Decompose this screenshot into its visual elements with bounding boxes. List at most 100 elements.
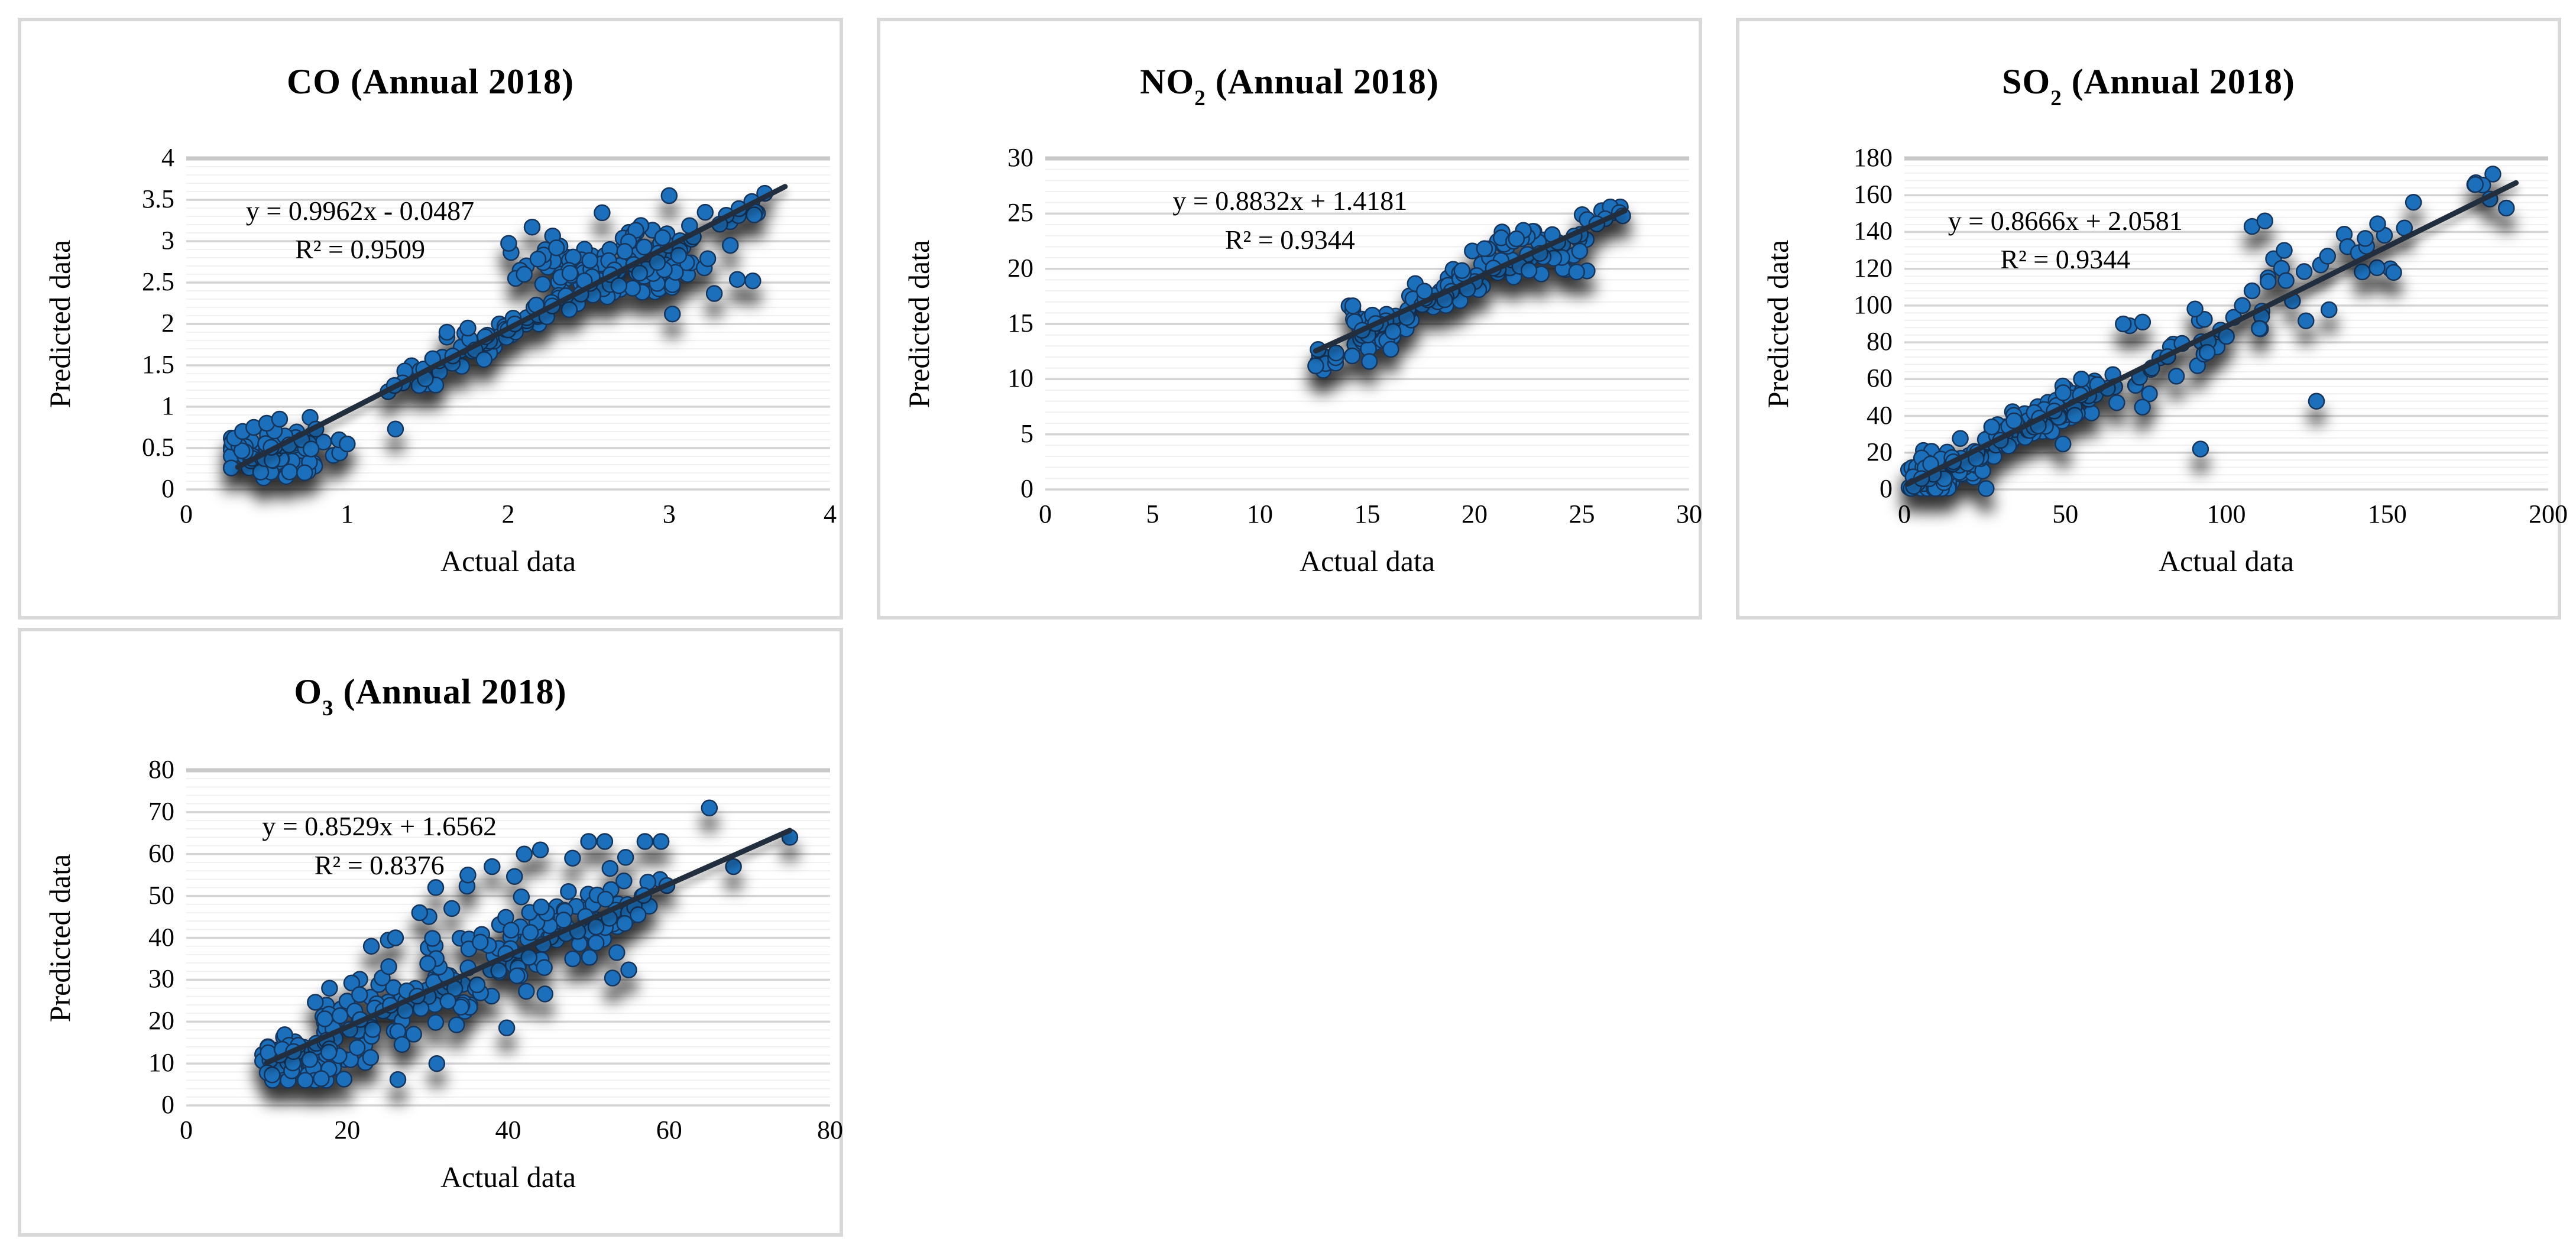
y-tick-label: 120	[1854, 253, 1893, 283]
y-tick-label: 0	[161, 474, 174, 503]
x-tick-label: 20	[1462, 500, 1488, 528]
y-tick-label: 140	[1854, 216, 1893, 246]
y-tick-label: 1.5	[142, 350, 174, 379]
y-tick-label: 30	[1007, 143, 1033, 172]
data-point	[518, 982, 535, 1000]
chart-title-subscript: 2	[2050, 86, 2062, 111]
data-point	[2357, 230, 2374, 247]
y-tick-label: 40	[1867, 400, 1893, 430]
y-axis-label: Predicted data	[1761, 239, 1794, 408]
data-point	[428, 1055, 446, 1072]
trendline-equation: y = 0.9962x - 0.0487 R² = 0.9509	[246, 192, 474, 269]
data-point	[468, 976, 486, 994]
x-tick-label: 10	[1247, 500, 1273, 528]
data-point	[705, 285, 723, 302]
data-point	[564, 849, 581, 867]
data-point	[321, 980, 338, 997]
data-point	[2198, 343, 2216, 361]
data-point	[351, 986, 368, 1003]
y-tick-label: 100	[1854, 290, 1893, 319]
data-point	[443, 900, 461, 917]
y-tick-label: 25	[1007, 198, 1033, 228]
x-tick-label: 20	[334, 1115, 361, 1144]
data-point	[624, 280, 641, 297]
x-tick-label: 60	[656, 1115, 682, 1144]
data-point	[2277, 272, 2295, 289]
data-point	[1360, 353, 1378, 370]
data-point	[362, 938, 380, 955]
chart-panel-o3: O3 (Annual 2018) Predicted data 0 10 20 30 40 5…	[18, 628, 843, 1237]
y-tick-label: 2.5	[142, 267, 174, 296]
data-point	[393, 1036, 411, 1053]
x-tick-label: 0	[180, 1115, 193, 1144]
data-point	[2108, 394, 2125, 411]
chart-title-suffix: (Annual 2018)	[2062, 62, 2295, 101]
chart-title-no2: NO2 (Annual 2018)	[880, 61, 1699, 111]
y-axis-label: Predicted data	[43, 854, 76, 1022]
y-tick-label: 2	[161, 309, 174, 338]
chart-title-text: NO	[1140, 62, 1195, 101]
data-point	[597, 890, 614, 908]
trendline-equation: y = 0.8666x + 2.0581 R² = 0.9344	[1948, 202, 2183, 279]
chart-title-o3: O3 (Annual 2018)	[21, 672, 840, 721]
data-point	[419, 955, 436, 972]
trendline	[1904, 180, 2519, 487]
x-tick-label: 3	[662, 500, 676, 528]
data-point	[534, 275, 552, 293]
data-point	[696, 203, 714, 221]
y-tick-label: 50	[148, 880, 174, 910]
data-point	[490, 962, 507, 980]
data-point	[2260, 273, 2277, 290]
data-point	[2295, 263, 2313, 280]
data-point	[529, 250, 547, 268]
data-point	[2141, 385, 2158, 403]
data-point	[331, 1007, 349, 1024]
data-point	[2251, 320, 2268, 337]
data-point	[1343, 347, 1361, 365]
data-point	[263, 1066, 281, 1084]
y-tick-label: 20	[148, 1006, 174, 1036]
equation-text: y = 0.9962x - 0.0487	[245, 196, 475, 226]
data-point	[560, 301, 578, 319]
data-point	[448, 1016, 465, 1033]
y-tick-label: 1	[161, 391, 174, 420]
data-point	[2385, 264, 2402, 281]
data-point	[670, 247, 688, 264]
data-point	[2192, 440, 2209, 458]
chart-title-suffix: (Annual 2018)	[1206, 62, 1439, 101]
data-point	[297, 1072, 314, 1089]
trendline	[264, 828, 793, 1066]
data-point	[2405, 193, 2422, 211]
chart-panel-co: CO (Annual 2018) Predicted data 0 0.5 1 1.5 2 2…	[18, 18, 843, 620]
data-point	[616, 915, 633, 932]
r-squared-text: R² = 0.8376	[314, 849, 445, 880]
y-tick-label: 10	[148, 1048, 174, 1078]
data-point	[1520, 262, 1538, 279]
data-point	[380, 958, 397, 975]
y-tick-label: 3.5	[142, 184, 174, 213]
chart-title-text: SO	[2002, 62, 2051, 101]
data-point	[335, 1071, 353, 1088]
x-tick-label: 200	[2529, 500, 2568, 528]
data-point	[1382, 340, 1399, 358]
data-point	[320, 1043, 338, 1061]
data-point	[1476, 240, 1493, 257]
equation-text: y = 0.8832x + 1.4181	[1172, 186, 1408, 216]
r-squared-text: R² = 0.9344	[2000, 244, 2131, 275]
data-point	[629, 906, 647, 923]
data-point	[587, 934, 605, 952]
data-point	[1568, 263, 1585, 281]
y-tick-label: 80	[1867, 327, 1893, 356]
trendline-equation: y = 0.8529x + 1.6562 R² = 0.8376	[262, 807, 497, 884]
x-tick-label: 4	[824, 500, 837, 528]
data-point	[362, 1049, 380, 1066]
data-point	[2484, 166, 2502, 183]
x-tick-label: 80	[817, 1115, 843, 1144]
data-point	[2134, 313, 2151, 331]
data-point	[2234, 297, 2251, 314]
data-point	[2167, 368, 2185, 385]
data-point	[2354, 263, 2371, 281]
data-point	[2368, 259, 2386, 277]
data-point	[364, 1021, 381, 1038]
